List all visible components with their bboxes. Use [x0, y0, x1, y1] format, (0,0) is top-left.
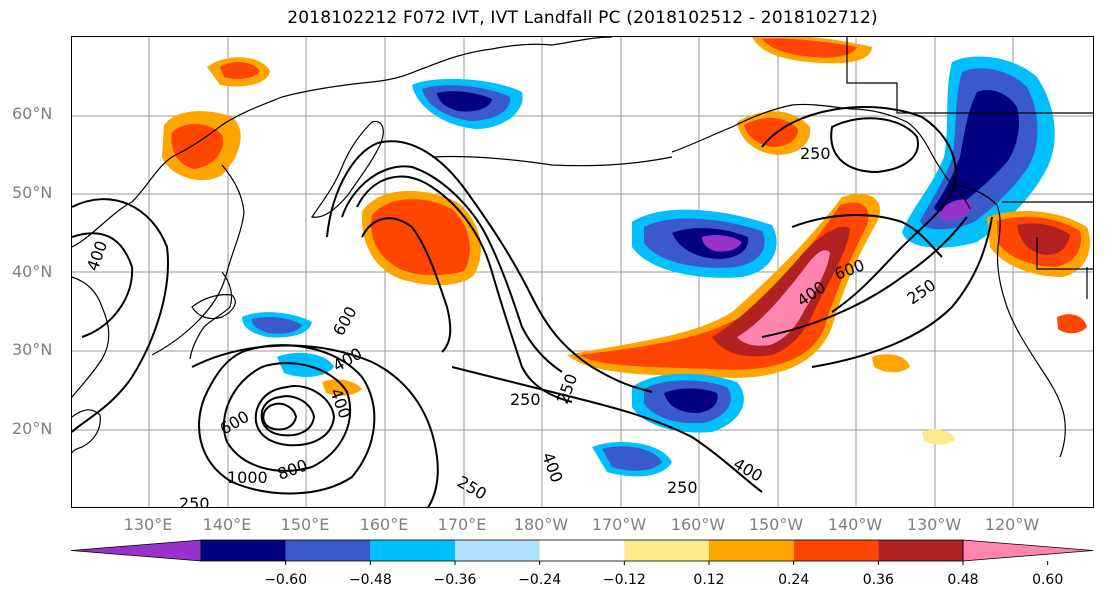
lon-label-140w: 140°W	[827, 515, 883, 534]
contour-600-nw	[356, 175, 573, 403]
contour-label-250-far-south: 250	[667, 478, 698, 497]
contour-label-600-typhoon: 600	[217, 407, 253, 439]
ivt-contours	[72, 106, 993, 507]
contour-label-250-mid: 250	[553, 371, 581, 406]
coast-asia-north	[72, 37, 613, 248]
colorbar-segment	[370, 540, 455, 561]
contour-label-250-sw: 250	[179, 494, 210, 508]
contour-800-typhoon	[254, 385, 336, 447]
coast-aleutians	[431, 155, 673, 167]
lon-label-160e: 160°E	[359, 515, 409, 534]
border-state-1	[1036, 237, 1093, 270]
contour-400-west	[72, 232, 134, 338]
colorbar-tick-label: −0.60	[264, 572, 308, 588]
lat-label-20n: 20°N	[12, 419, 53, 438]
lon-label-140e: 140°E	[202, 515, 252, 534]
map-canvas: 250 250 600 400 600 400 250 250 400 400 …	[72, 37, 1093, 508]
contour-800-nw	[361, 217, 452, 353]
colorbar-segment	[539, 540, 625, 561]
colorbar-tick-label: 0.12	[693, 572, 725, 588]
coast-kamchatka	[310, 120, 384, 218]
map-title: 2018102212 F072 IVT, IVT Landfall PC (20…	[287, 8, 878, 28]
colorbar-tick-label: 0.24	[778, 572, 810, 588]
colorbar-segment	[201, 540, 286, 561]
colorbar-tick-label: −0.48	[348, 572, 392, 588]
contour-label-250-gulf: 250	[800, 144, 831, 163]
lon-label-170w: 170°W	[591, 515, 647, 534]
lon-label-160w: 160°W	[670, 515, 726, 534]
contour-label-800-typhoon: 800	[275, 455, 310, 483]
contour-250-gulf	[830, 117, 919, 174]
contour-label-250-south: 250	[454, 472, 490, 504]
lat-label-50n: 50°N	[12, 183, 53, 202]
colorbar-outline	[200, 539, 964, 562]
colorbar-segment	[793, 540, 879, 561]
contour-label-600-nw: 600	[329, 303, 361, 339]
contour-250-ar	[761, 216, 968, 338]
coast-alaska	[671, 103, 971, 210]
colorbar-tick-label: 0.48	[947, 572, 979, 588]
contour-label-250-east: 250	[903, 275, 939, 308]
lon-label-150w: 150°W	[748, 515, 804, 534]
contour-400-nw	[341, 165, 563, 373]
colorbar-tick-label: 0.60	[1032, 572, 1064, 588]
contour-250-nw	[326, 140, 653, 393]
coastlines	[72, 37, 1093, 458]
colorbar-segment	[709, 540, 794, 561]
colorbar-segment	[455, 540, 540, 561]
map-panel: 250 250 600 400 600 400 250 250 400 400 …	[71, 36, 1094, 508]
lon-label-120w: 120°W	[984, 515, 1040, 534]
coast-taiwan	[72, 409, 101, 454]
contour-400-south	[451, 366, 763, 493]
contour-label-400-west: 400	[83, 238, 111, 273]
lon-label-180w: 180°W	[513, 515, 569, 534]
lat-label-30n: 30°N	[12, 340, 53, 359]
coast-japan-island	[191, 294, 236, 320]
colorbar-tick-label: −0.24	[518, 572, 562, 588]
contour-label-1000-typhoon: 1000	[227, 468, 268, 487]
lon-label-130w: 130°W	[906, 515, 962, 534]
contour-600-ar	[791, 214, 943, 258]
coast-honshu	[189, 271, 233, 360]
colorbar-segment	[878, 540, 963, 561]
colorbar-tick-label: 0.36	[862, 572, 894, 588]
contour-400-ar	[761, 106, 957, 313]
contour-600-typhoon	[222, 362, 352, 472]
coast-sakhalin-japan	[151, 164, 245, 356]
coast-north-america	[951, 184, 1066, 458]
colorbar-segment	[624, 540, 709, 561]
contour-label-400-nw: 400	[330, 344, 366, 376]
lon-label-130e: 130°E	[123, 515, 173, 534]
border-canada-alaska	[846, 37, 1093, 114]
contour-250-west	[72, 198, 169, 433]
colorbar-segment	[285, 540, 371, 561]
lat-label-60n: 60°N	[12, 104, 53, 123]
colorbar-tick-label: −0.36	[433, 572, 477, 588]
contour-250-east	[811, 216, 993, 368]
colorbar-tick-label: −0.12	[602, 572, 646, 588]
colorbar-extend-low	[70, 539, 202, 562]
contour-400-typhoon	[198, 344, 376, 495]
contour-1000-typhoon	[260, 395, 316, 437]
contour-label-250-center: 250	[510, 390, 541, 409]
lon-label-170e: 170°E	[437, 515, 487, 534]
contour-250-south	[191, 344, 439, 507]
lat-label-40n: 40°N	[12, 262, 53, 281]
coast-korea-china	[72, 276, 110, 398]
shading-positive-small	[322, 379, 362, 396]
lon-label-150e: 150°E	[280, 515, 330, 534]
colorbar-extend-high	[962, 539, 1094, 562]
